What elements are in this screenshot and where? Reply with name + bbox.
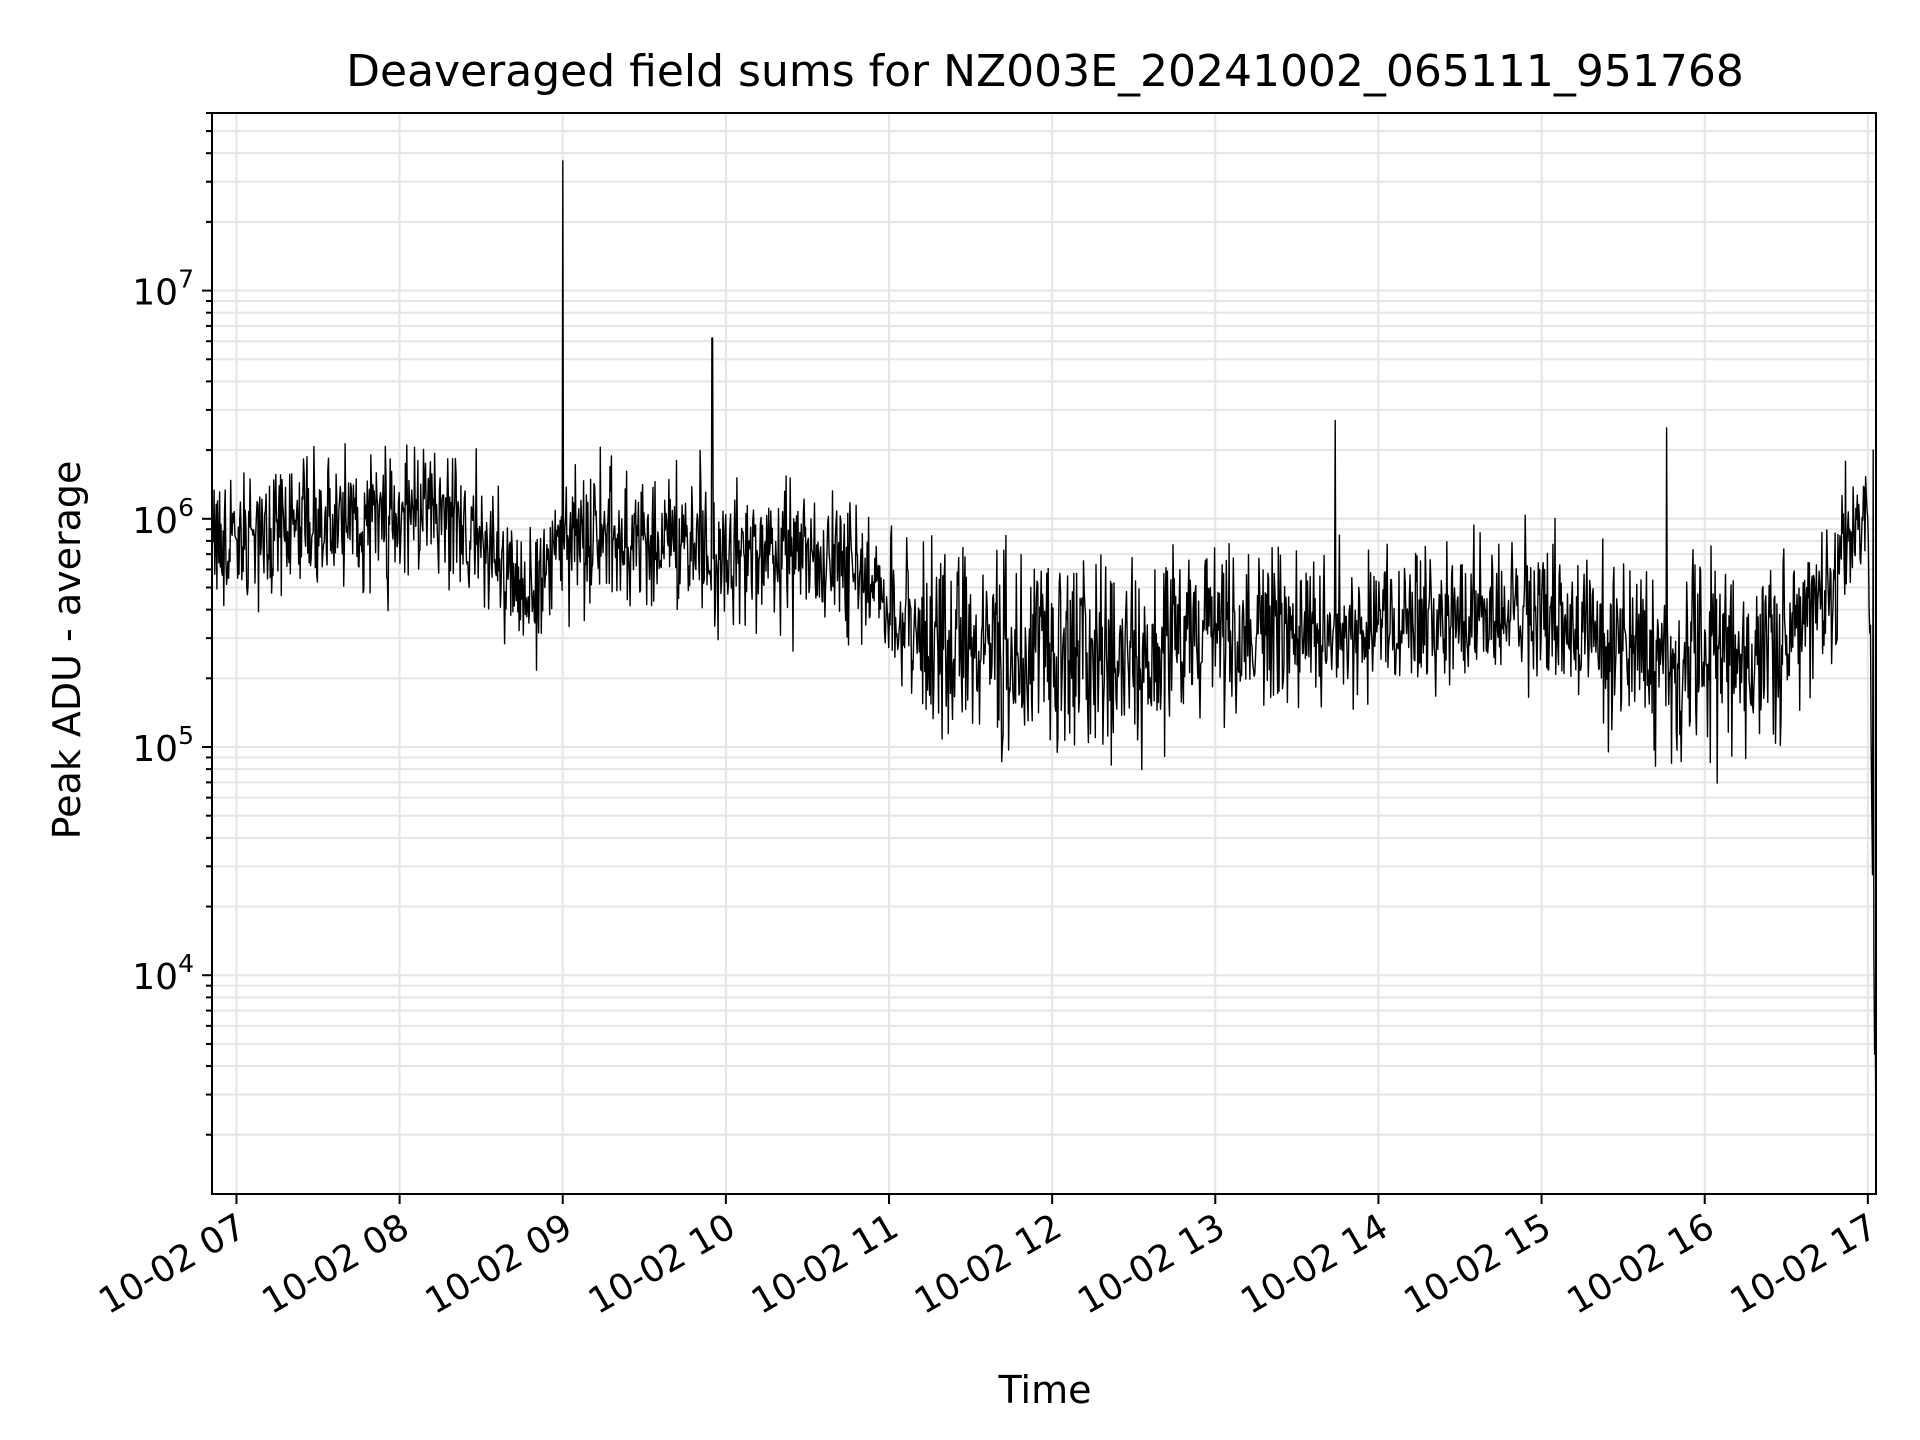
x-axis-label: Time [998,1368,1092,1412]
chart-title: Deaveraged field sums for NZ003E_2024100… [346,46,1744,97]
series-line [211,160,1877,1154]
y-tick-label: 105 [132,721,194,770]
plot-frame [211,112,1877,1195]
grid [212,112,1876,1194]
y-tick-label: 104 [132,949,194,998]
y-tick-label: 107 [132,265,194,314]
y-tick-label: 106 [132,493,194,542]
line-series-layer [211,160,1877,1154]
y-axis-label: Peak ADU - average [45,461,89,840]
